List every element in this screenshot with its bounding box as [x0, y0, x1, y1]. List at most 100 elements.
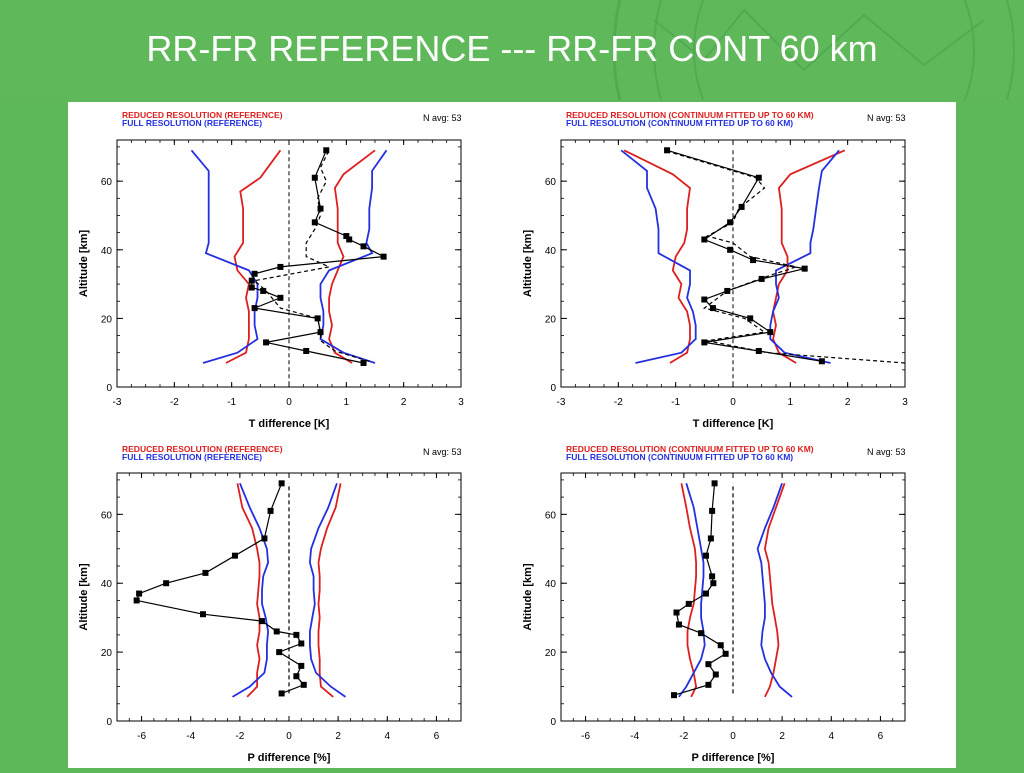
y-tick-label: 40 — [545, 579, 557, 590]
series-line-blue — [756, 482, 793, 698]
x-tick-label: -2 — [170, 397, 179, 408]
data-point-marker — [346, 236, 353, 243]
data-point-marker — [300, 681, 307, 688]
x-tick-label: 6 — [878, 731, 884, 742]
series-line-black-dashed — [253, 150, 370, 362]
series-line-black — [135, 483, 305, 694]
x-tick-label: 2 — [845, 397, 851, 408]
series-line-black-dashed — [664, 149, 906, 364]
x-tick-label: -6 — [137, 731, 146, 742]
y-tick-label: 0 — [106, 383, 112, 394]
x-tick-label: -1 — [227, 397, 236, 408]
data-point-marker — [231, 552, 238, 559]
series-line-blue — [232, 482, 270, 698]
data-point-marker — [767, 329, 774, 336]
data-point-marker — [200, 611, 206, 618]
series-line-red — [328, 149, 376, 364]
x-tick-label: 2 — [779, 731, 785, 742]
x-tick-label: 2 — [335, 731, 341, 742]
series-line-black — [673, 483, 727, 696]
legend-blue-label: FULL RESOLUTION (CONTINUUM FITTED UP TO … — [566, 118, 793, 128]
x-axis-label: T difference [K] — [249, 418, 330, 430]
seal-watermark — [504, 0, 1024, 100]
legend-blue-label: FULL RESOLUTION (REFERENCE) — [122, 452, 262, 462]
data-point-marker — [701, 296, 708, 303]
chart-panel-3: REDUCED RESOLUTION (REFERENCE)FULL RESOL… — [78, 444, 462, 764]
series-line-blue — [308, 482, 347, 698]
data-point-marker — [311, 174, 318, 181]
data-point-marker — [671, 692, 678, 699]
x-tick-label: -6 — [581, 731, 590, 742]
x-tick-label: 2 — [401, 397, 407, 408]
x-tick-label: -3 — [557, 397, 566, 408]
data-point-marker — [747, 315, 754, 322]
series-line-red — [772, 149, 846, 364]
y-axis-label: Altitude [km] — [522, 563, 534, 631]
data-point-marker — [293, 631, 300, 638]
x-tick-label: -2 — [679, 731, 688, 742]
data-point-marker — [701, 236, 708, 243]
chart-panel-2: REDUCED RESOLUTION (CONTINUUM FITTED UP … — [522, 110, 908, 430]
data-point-marker — [360, 243, 367, 250]
y-tick-label: 20 — [545, 314, 557, 325]
data-point-marker — [263, 339, 270, 346]
data-point-marker — [673, 609, 680, 616]
data-point-marker — [705, 681, 712, 688]
data-point-marker — [260, 287, 267, 294]
y-tick-label: 0 — [550, 383, 556, 394]
x-tick-label: 4 — [385, 731, 391, 742]
navg-label: N avg: 53 — [867, 447, 906, 457]
navg-label: N avg: 53 — [423, 113, 462, 123]
data-point-marker — [707, 535, 714, 542]
data-point-marker — [251, 305, 258, 312]
navg-label: N avg: 53 — [423, 447, 462, 457]
chart-panel-1: REDUCED RESOLUTION (REFERENCE)FULL RESOL… — [78, 110, 464, 430]
y-axis-label: Altitude [km] — [78, 563, 90, 631]
series-line-red — [623, 149, 691, 364]
data-point-marker — [267, 507, 274, 514]
x-tick-label: -4 — [186, 731, 195, 742]
series-line-red — [225, 149, 282, 364]
data-point-marker — [360, 359, 367, 366]
navg-label: N avg: 53 — [867, 113, 906, 123]
data-point-marker — [298, 662, 305, 669]
data-point-marker — [698, 630, 705, 637]
slide-title: RR-FR REFERENCE --- RR-FR CONT 60 km — [146, 28, 878, 69]
y-tick-label: 40 — [545, 246, 557, 257]
figure-area: REDUCED RESOLUTION (REFERENCE) FULL RESOL… — [68, 102, 956, 768]
data-point-marker — [323, 147, 330, 154]
data-point-marker — [717, 642, 724, 649]
data-point-marker — [727, 246, 734, 253]
y-tick-label: 0 — [550, 717, 556, 728]
x-tick-label: 3 — [458, 397, 464, 408]
data-point-marker — [709, 305, 716, 312]
data-point-marker — [202, 569, 209, 576]
data-point-marker — [701, 339, 708, 346]
data-point-marker — [298, 640, 305, 647]
x-tick-label: -1 — [671, 397, 680, 408]
series-line-red — [236, 483, 261, 698]
x-tick-label: -3 — [113, 397, 122, 408]
data-point-marker — [801, 265, 808, 272]
series-line-red — [680, 483, 698, 698]
data-point-marker — [755, 347, 762, 354]
data-point-marker — [251, 270, 258, 277]
legend-red-label: REDUCED RESOLUTION (REFERENCE) — [122, 110, 283, 120]
data-point-marker — [317, 205, 324, 212]
x-tick-label: 1 — [344, 397, 350, 408]
data-point-marker — [664, 147, 671, 154]
x-tick-label: 3 — [902, 397, 908, 408]
data-point-marker — [261, 535, 268, 542]
x-tick-label: 0 — [286, 397, 292, 408]
x-tick-label: 0 — [730, 397, 736, 408]
legend-blue-label: FULL RESOLUTION (REFERENCE) — [122, 118, 262, 128]
data-point-marker — [738, 203, 745, 210]
data-point-marker — [709, 507, 716, 514]
y-axis-label: Altitude [km] — [78, 230, 90, 298]
data-point-marker — [248, 277, 255, 284]
data-point-marker — [136, 590, 143, 597]
data-point-marker — [258, 618, 265, 625]
y-tick-label: 40 — [101, 579, 113, 590]
figure-canvas: REDUCED RESOLUTION (REFERENCE)FULL RESOL… — [78, 110, 908, 764]
legend-red-label: REDUCED RESOLUTION (CONTINUUM FITTED UP … — [566, 110, 814, 120]
